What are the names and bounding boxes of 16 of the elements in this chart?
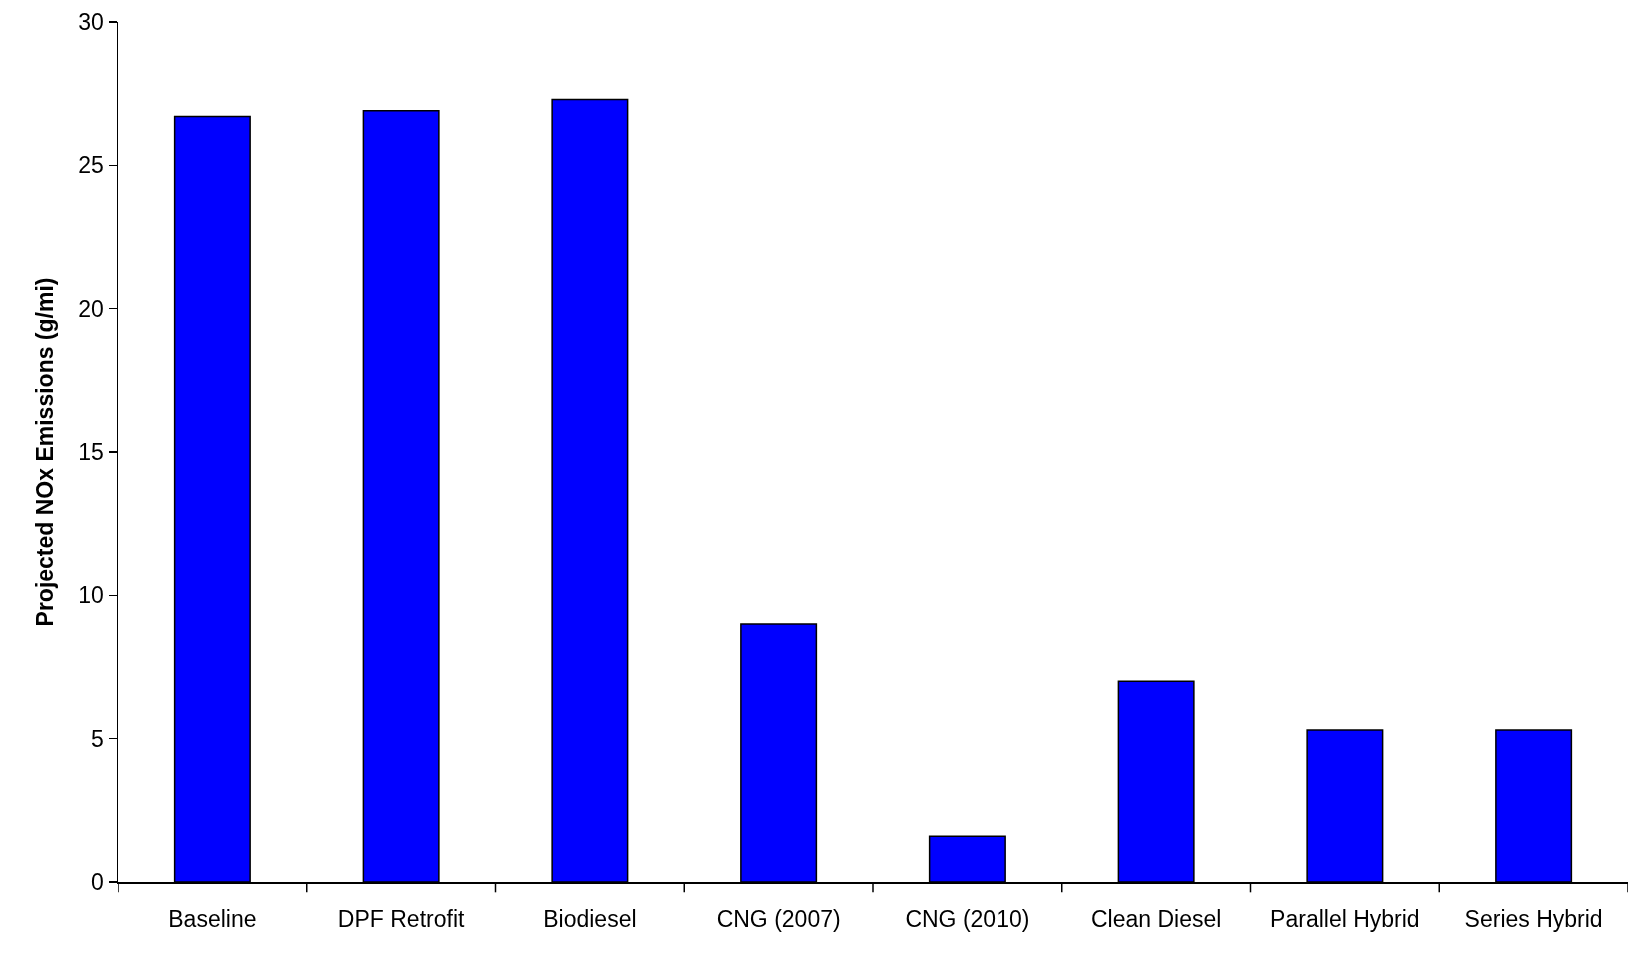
y-axis-title: Projected NOx Emissions (g/mi) xyxy=(32,277,59,627)
x-tick-label: Baseline xyxy=(168,906,257,933)
y-tick-label: 10 xyxy=(78,582,104,609)
y-tick-label: 20 xyxy=(78,295,104,322)
y-tick-label: 25 xyxy=(78,152,104,179)
x-tick-label: CNG (2007) xyxy=(716,906,841,933)
x-tick-label: Clean Diesel xyxy=(1090,906,1222,933)
x-tick-label: Parallel Hybrid xyxy=(1270,906,1420,933)
x-tick-label: CNG (2010) xyxy=(905,906,1030,933)
y-tick-label: 15 xyxy=(78,439,104,466)
x-tick-label: Biodiesel xyxy=(543,906,637,933)
y-tick-label: 30 xyxy=(78,9,104,36)
x-tick-label: Series Hybrid xyxy=(1464,906,1603,933)
y-tick-label: 5 xyxy=(91,725,104,752)
x-tick-label: DPF Retrofit xyxy=(337,906,465,933)
y-tick-label: 0 xyxy=(91,869,104,896)
